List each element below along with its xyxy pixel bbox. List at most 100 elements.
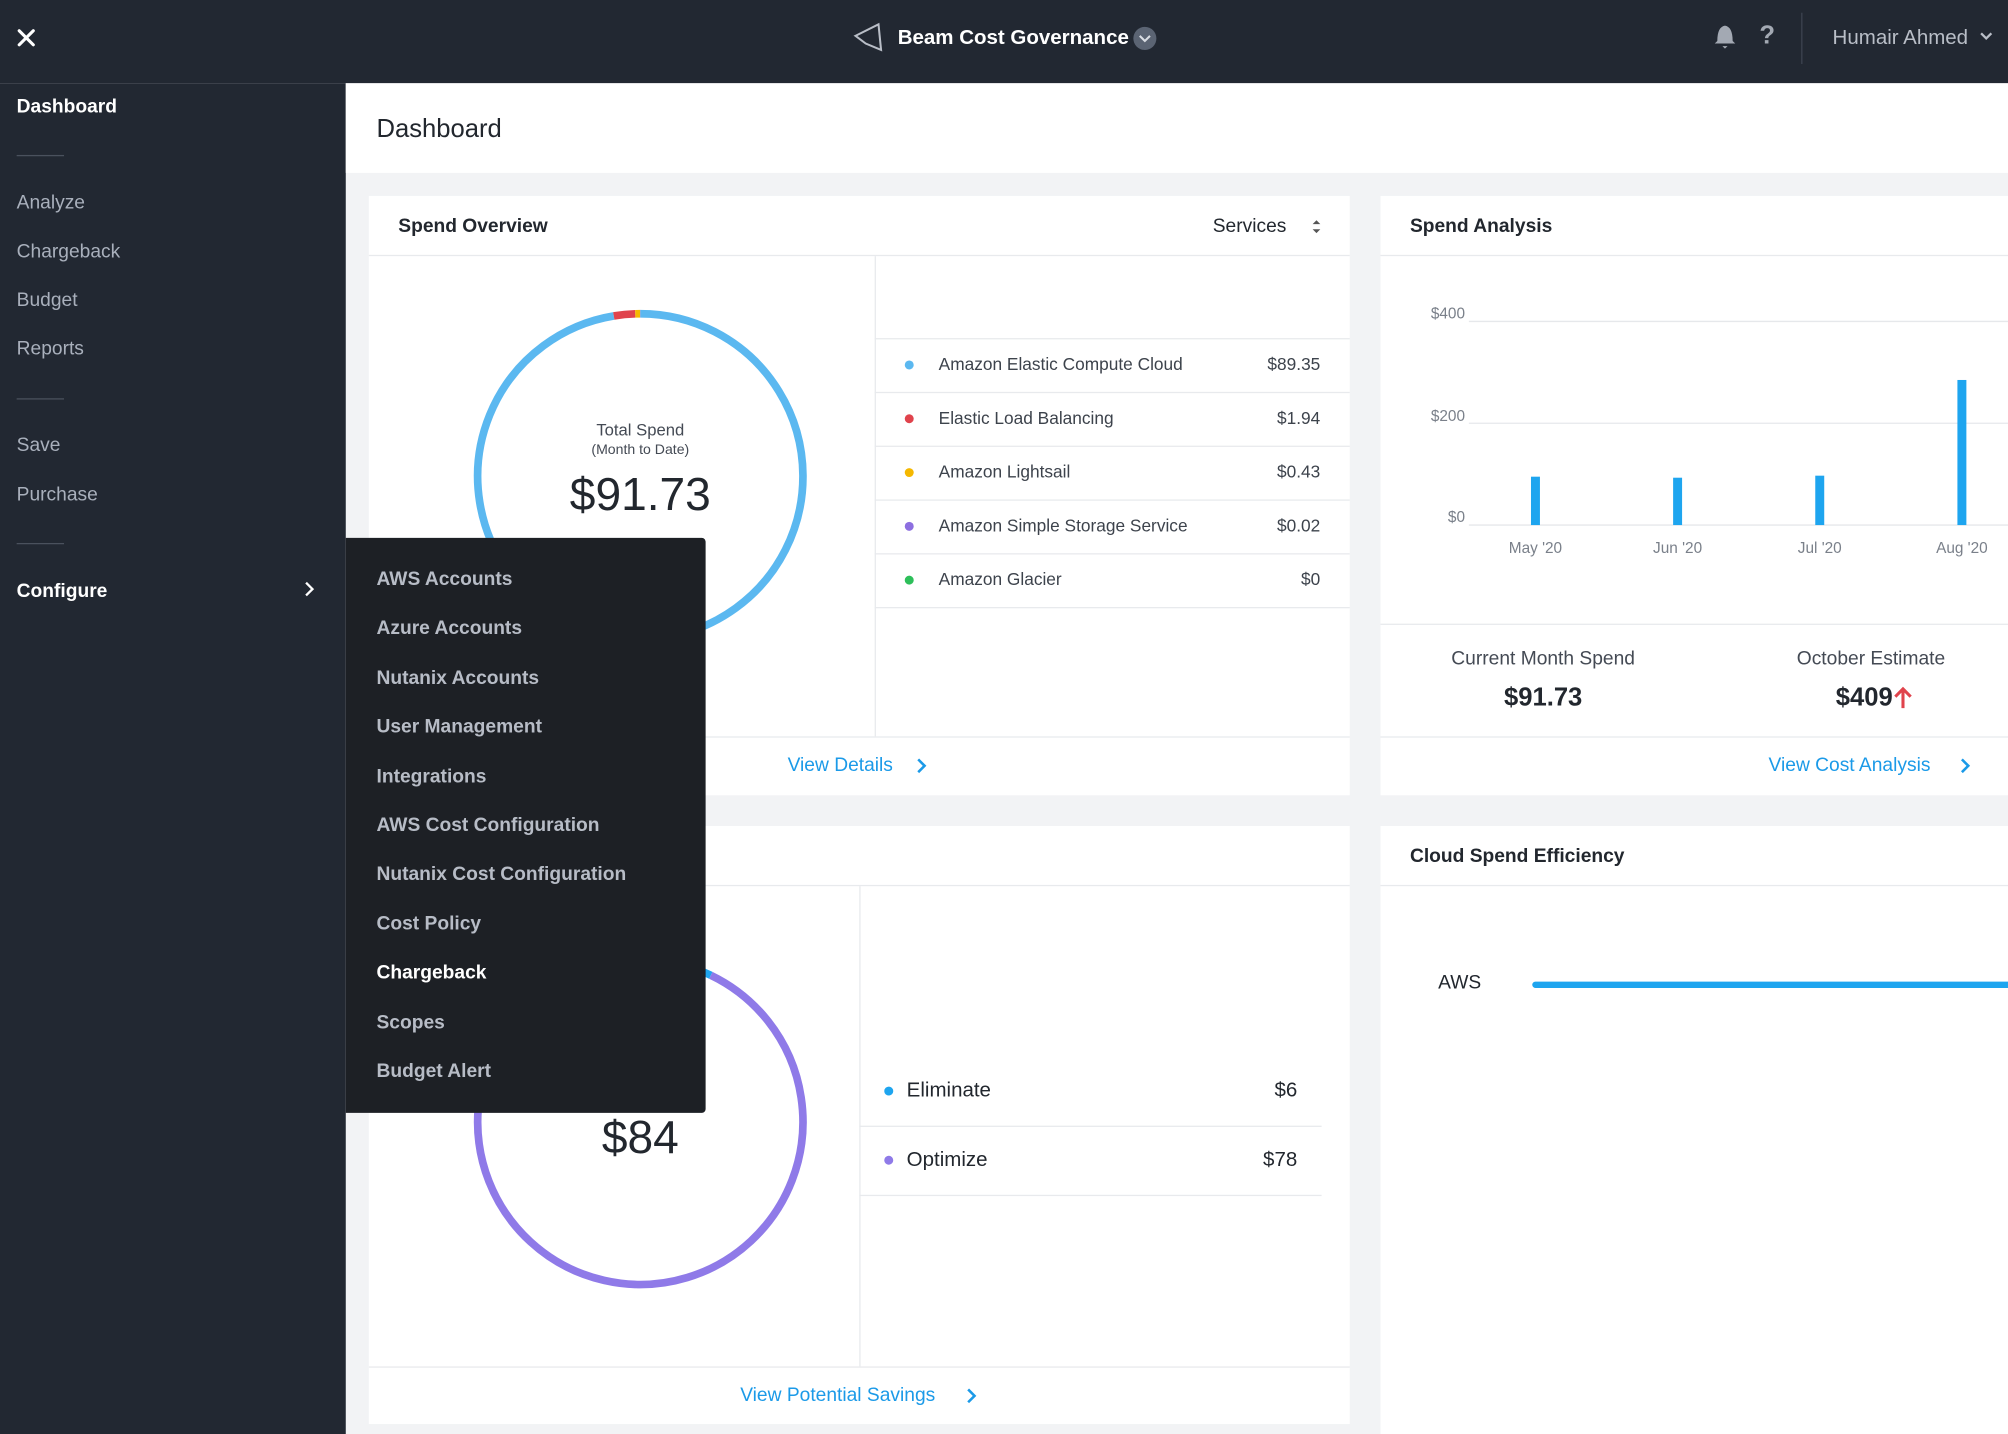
- divider: [1380, 736, 2008, 738]
- menu-item[interactable]: Cost Policy: [376, 912, 482, 935]
- nav-chevron: [305, 581, 315, 597]
- link-chevron: [1960, 758, 1971, 774]
- page-title: Dashboard: [376, 115, 502, 144]
- logo-icon: [853, 22, 883, 52]
- stat-label: Current Month Spend: [1451, 647, 1635, 670]
- chevron: [1139, 35, 1151, 43]
- nav-item[interactable]: Purchase: [16, 484, 98, 506]
- legend-amount: $78: [1263, 1149, 1298, 1171]
- group-selector[interactable]: Services: [1212, 215, 1287, 237]
- legend-label: Eliminate: [906, 1080, 991, 1102]
- menu-item[interactable]: Azure Accounts: [376, 617, 523, 640]
- x-tick-label: Aug '20: [1936, 538, 1988, 557]
- card-title: Spend Analysis: [1409, 215, 1553, 237]
- legend-dot: [904, 414, 914, 424]
- divider: [1380, 254, 2008, 257]
- bell-icon[interactable]: [1714, 25, 1736, 49]
- menu-item[interactable]: User Management: [376, 716, 542, 738]
- legend-label: Amazon Elastic Compute Cloud: [938, 354, 1183, 374]
- donut-total: $84: [601, 1110, 679, 1164]
- nav-item[interactable]: Configure: [16, 580, 108, 602]
- nav-divider: [16, 398, 65, 400]
- divider: [874, 445, 1350, 447]
- link-chevron: [917, 758, 927, 774]
- product-dropdown[interactable]: [1133, 26, 1157, 50]
- user-menu[interactable]: Humair Ahmed: [1832, 27, 1969, 50]
- legend-label: Amazon Lightsail: [938, 462, 1071, 482]
- divider: [368, 254, 1350, 257]
- bar: [1957, 379, 1967, 526]
- divider: [874, 553, 1350, 555]
- menu-item[interactable]: Integrations: [376, 765, 487, 788]
- menu-item[interactable]: Chargeback: [376, 961, 487, 984]
- trend-up-icon: [1894, 686, 1912, 709]
- legend-dot: [904, 360, 914, 370]
- nav-item[interactable]: Dashboard: [16, 96, 117, 118]
- nav-item[interactable]: Chargeback: [16, 240, 121, 263]
- efficiency-card: [1380, 825, 2008, 1434]
- donut-total: $91.73: [569, 467, 711, 521]
- legend-amount: $0: [1301, 569, 1321, 589]
- top-icons: [17, 12, 1993, 65]
- configure-menu: [345, 537, 706, 1113]
- bar: [1815, 475, 1825, 526]
- menu-item[interactable]: AWS Accounts: [376, 568, 513, 591]
- nav-item[interactable]: Budget: [16, 289, 78, 312]
- legend-dot: [904, 468, 914, 478]
- bar: [1530, 476, 1540, 526]
- divider: [368, 884, 1350, 887]
- menu-item[interactable]: Nutanix Cost Configuration: [376, 863, 627, 886]
- help-icon[interactable]: ?: [1759, 21, 1776, 50]
- link[interactable]: View Cost Analysis: [1768, 754, 1931, 777]
- divider: [874, 499, 1350, 501]
- card-title: Cloud Spend Efficiency: [1409, 845, 1625, 867]
- menu-item[interactable]: Nutanix Accounts: [376, 666, 540, 689]
- divider: [874, 391, 1350, 394]
- page-header: [345, 83, 2008, 173]
- legend-dot: [884, 1086, 894, 1096]
- menu-item[interactable]: AWS Cost Configuration: [376, 814, 600, 837]
- stat-value: $409: [1835, 683, 1893, 713]
- donut-label: Total Spend: [596, 420, 685, 440]
- legend-label: Elastic Load Balancing: [938, 408, 1114, 428]
- nav-divider: [16, 542, 65, 545]
- sort-icon: [1312, 220, 1321, 234]
- link-chevron: [967, 1388, 977, 1404]
- y-tick-label: $0: [1447, 508, 1466, 527]
- legend-dot: [884, 1155, 894, 1165]
- divider: [874, 607, 1350, 609]
- divider: [1380, 884, 2008, 887]
- divider: [874, 338, 1350, 340]
- legend-amount: $0.02: [1277, 515, 1321, 536]
- close-icon[interactable]: [17, 29, 35, 47]
- nav-item[interactable]: Reports: [16, 338, 84, 360]
- product-name: Beam Cost Governance: [897, 27, 1129, 50]
- stat-label: October Estimate: [1796, 647, 1946, 670]
- link[interactable]: View Potential Savings: [740, 1384, 936, 1407]
- x-tick-label: May '20: [1508, 538, 1563, 557]
- nav-divider: [16, 154, 65, 157]
- legend-amount: $6: [1274, 1080, 1298, 1102]
- x-tick-label: Jun '20: [1653, 538, 1703, 557]
- y-tick-label: $400: [1430, 304, 1466, 323]
- legend-dot: [904, 521, 914, 531]
- donut-sublabel: (Month to Date): [591, 442, 690, 458]
- menu-item[interactable]: Budget Alert: [376, 1060, 492, 1083]
- legend-dot: [904, 575, 914, 585]
- divider: [859, 1125, 1322, 1127]
- row-label: AWS: [1438, 971, 1482, 994]
- donut-segment: [613, 309, 636, 320]
- nav-item[interactable]: Save: [16, 434, 61, 456]
- top-bar: [0, 0, 2008, 84]
- link[interactable]: View Details: [787, 754, 893, 777]
- bar: [1673, 477, 1683, 526]
- nav-item[interactable]: Analyze: [16, 192, 86, 214]
- divider: [368, 736, 1350, 738]
- menu-item[interactable]: Scopes: [376, 1011, 445, 1033]
- legend-label: Amazon Simple Storage Service: [938, 515, 1188, 536]
- legend-amount: $89.35: [1267, 354, 1321, 374]
- user-chevron: [1980, 32, 1993, 41]
